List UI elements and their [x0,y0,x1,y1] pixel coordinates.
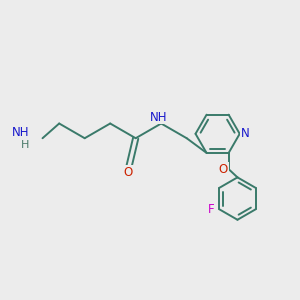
Text: O: O [219,163,228,176]
Text: NH: NH [149,110,167,124]
Text: N: N [241,127,250,140]
Text: NH: NH [12,126,29,140]
Text: F: F [208,203,215,216]
Text: O: O [123,166,133,178]
Text: H: H [21,140,29,150]
